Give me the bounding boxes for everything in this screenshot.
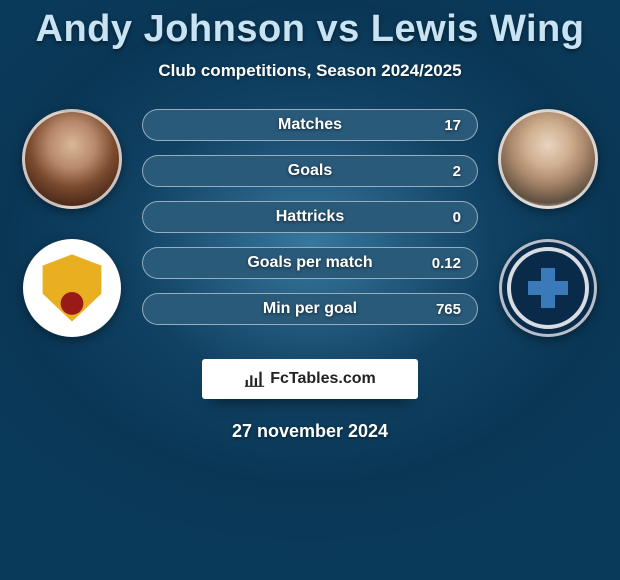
page-title: Andy Johnson vs Lewis Wing — [0, 0, 620, 51]
date-text: 27 november 2024 — [0, 421, 620, 442]
stat-bars: Matches 17 Goals 2 Hattricks 0 Goals per… — [142, 109, 478, 325]
stat-bar-gpm: Goals per match 0.12 — [142, 247, 478, 279]
player1-club-badge — [23, 239, 121, 337]
comparison-row: Matches 17 Goals 2 Hattricks 0 Goals per… — [0, 109, 620, 337]
stat-right-value: 765 — [417, 301, 461, 318]
stat-label: Matches — [203, 116, 417, 134]
credit-badge: FcTables.com — [202, 359, 418, 399]
stat-right-value: 2 — [417, 163, 461, 180]
stat-label: Hattricks — [203, 208, 417, 226]
stat-bar-mpg: Min per goal 765 — [142, 293, 478, 325]
stat-right-value: 0 — [417, 209, 461, 226]
stat-bar-matches: Matches 17 — [142, 109, 478, 141]
stat-label: Goals — [203, 162, 417, 180]
left-column — [20, 109, 124, 337]
barchart-icon — [244, 368, 266, 390]
player2-club-badge — [499, 239, 597, 337]
credit-text: FcTables.com — [270, 370, 376, 388]
stat-bar-hattricks: Hattricks 0 — [142, 201, 478, 233]
player2-avatar — [498, 109, 598, 209]
stat-right-value: 17 — [417, 117, 461, 134]
player1-avatar — [22, 109, 122, 209]
stat-right-value: 0.12 — [417, 255, 461, 272]
right-column — [496, 109, 600, 337]
stat-label: Min per goal — [203, 300, 417, 318]
stat-bar-goals: Goals 2 — [142, 155, 478, 187]
stat-label: Goals per match — [203, 254, 417, 272]
subtitle: Club competitions, Season 2024/2025 — [0, 61, 620, 81]
